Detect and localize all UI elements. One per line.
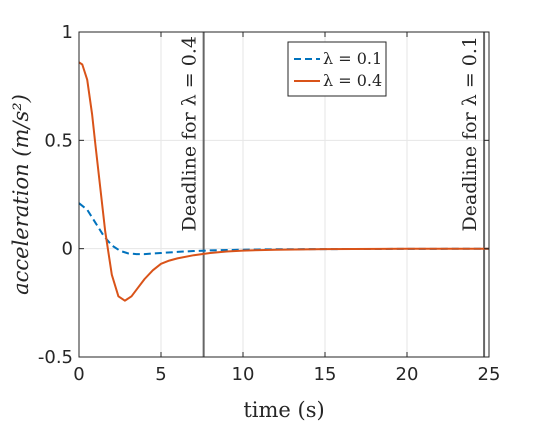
legend-label-2: λ = 0.4 — [323, 71, 382, 90]
x-tick-label: 25 — [478, 364, 501, 385]
series-group — [78, 61, 490, 302]
x-tick-label: 10 — [232, 364, 255, 385]
series-line-1 — [78, 202, 490, 256]
y-axis-label: acceleration (m/s²) — [9, 94, 33, 295]
deadline-label: Deadline for λ = 0.1 — [459, 36, 481, 232]
y-tick-label: 0.5 — [44, 130, 73, 151]
y-tick-label: -0.5 — [38, 347, 73, 368]
y-tick-label: 0 — [62, 239, 73, 260]
x-tick-label: 15 — [314, 364, 337, 385]
legend-label-1: λ = 0.1 — [323, 49, 382, 68]
legend: λ = 0.1 λ = 0.4 — [287, 41, 387, 97]
plot-area — [79, 32, 489, 357]
x-axis-label: time (s) — [243, 398, 324, 422]
x-axis: 0 5 10 15 20 25 — [73, 32, 500, 385]
y-tick-label: 1 — [62, 22, 73, 43]
x-tick-label: 20 — [396, 364, 419, 385]
y-axis: -0.5 0 0.5 1 — [38, 22, 489, 368]
plot-frame — [78, 31, 490, 358]
x-tick-label: 0 — [73, 364, 84, 385]
x-tick-label: 5 — [155, 364, 166, 385]
deadline-lines: Deadline for λ = 0.4 Deadline for λ = 0.1 — [179, 32, 486, 357]
deadline-label: Deadline for λ = 0.4 — [179, 36, 201, 232]
legend-box — [287, 41, 387, 97]
series-line-2 — [78, 61, 489, 302]
